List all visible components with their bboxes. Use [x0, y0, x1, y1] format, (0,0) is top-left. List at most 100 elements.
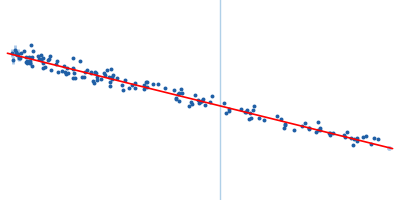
- Point: [302, 122, 308, 125]
- Point: [45, 58, 51, 61]
- Point: [368, 143, 375, 146]
- Point: [102, 74, 109, 77]
- Point: [106, 84, 113, 88]
- Point: [280, 126, 287, 130]
- Point: [62, 73, 69, 76]
- Point: [341, 133, 348, 136]
- Point: [92, 71, 99, 75]
- Point: [22, 55, 29, 58]
- Point: [79, 75, 85, 79]
- Point: [350, 143, 356, 146]
- Point: [350, 137, 357, 140]
- Point: [24, 60, 30, 63]
- Point: [81, 70, 88, 74]
- Point: [77, 59, 83, 63]
- Point: [71, 77, 78, 80]
- Point: [65, 71, 71, 75]
- Point: [330, 132, 336, 135]
- Point: [88, 71, 95, 74]
- Point: [155, 82, 161, 85]
- Point: [53, 62, 59, 66]
- Point: [16, 57, 22, 60]
- Point: [360, 135, 366, 138]
- Point: [238, 108, 244, 111]
- Point: [306, 127, 312, 131]
- Point: [221, 102, 228, 105]
- Point: [18, 52, 24, 55]
- Point: [29, 55, 35, 58]
- Point: [202, 103, 208, 106]
- Point: [17, 56, 24, 59]
- Point: [27, 61, 33, 65]
- Point: [144, 85, 150, 88]
- Point: [274, 115, 280, 118]
- Point: [64, 67, 70, 70]
- Point: [20, 50, 27, 53]
- Point: [198, 99, 204, 102]
- Point: [226, 109, 232, 113]
- Point: [186, 104, 192, 107]
- Point: [26, 56, 32, 59]
- Point: [48, 68, 55, 71]
- Point: [281, 122, 288, 125]
- Point: [313, 130, 320, 133]
- Point: [55, 71, 62, 74]
- Point: [327, 133, 334, 136]
- Point: [69, 66, 76, 70]
- Point: [101, 71, 107, 74]
- Point: [196, 101, 203, 104]
- Point: [326, 132, 332, 135]
- Point: [24, 62, 30, 65]
- Point: [317, 128, 324, 131]
- Point: [114, 76, 120, 79]
- Point: [179, 91, 185, 94]
- Point: [122, 78, 128, 81]
- Point: [105, 75, 112, 78]
- Point: [92, 71, 98, 74]
- Point: [248, 116, 254, 119]
- Point: [226, 107, 232, 110]
- Point: [315, 129, 321, 132]
- Point: [38, 53, 44, 56]
- Point: [140, 88, 147, 91]
- Point: [198, 100, 205, 103]
- Point: [27, 62, 34, 65]
- Point: [12, 48, 18, 52]
- Point: [28, 64, 35, 68]
- Point: [125, 86, 132, 89]
- Point: [70, 76, 77, 79]
- Point: [142, 80, 149, 83]
- Point: [250, 108, 256, 111]
- Point: [171, 88, 177, 91]
- Point: [306, 126, 312, 129]
- Point: [28, 43, 35, 46]
- Point: [247, 111, 254, 114]
- Point: [35, 55, 41, 58]
- Point: [299, 124, 306, 128]
- Point: [374, 137, 381, 141]
- Point: [61, 64, 68, 67]
- Point: [98, 77, 104, 81]
- Point: [282, 123, 288, 126]
- Point: [132, 82, 138, 85]
- Point: [13, 50, 19, 54]
- Point: [106, 81, 113, 84]
- Point: [14, 54, 20, 57]
- Point: [84, 68, 90, 71]
- Point: [194, 98, 201, 101]
- Point: [27, 59, 33, 62]
- Point: [344, 131, 350, 134]
- Point: [178, 88, 184, 91]
- Point: [189, 102, 195, 105]
- Point: [141, 83, 147, 86]
- Point: [40, 67, 46, 70]
- Point: [37, 57, 44, 60]
- Point: [38, 59, 45, 62]
- Point: [30, 50, 36, 53]
- Point: [108, 75, 115, 78]
- Point: [8, 52, 15, 55]
- Point: [196, 102, 202, 105]
- Point: [42, 65, 48, 69]
- Point: [110, 73, 117, 77]
- Point: [243, 110, 250, 113]
